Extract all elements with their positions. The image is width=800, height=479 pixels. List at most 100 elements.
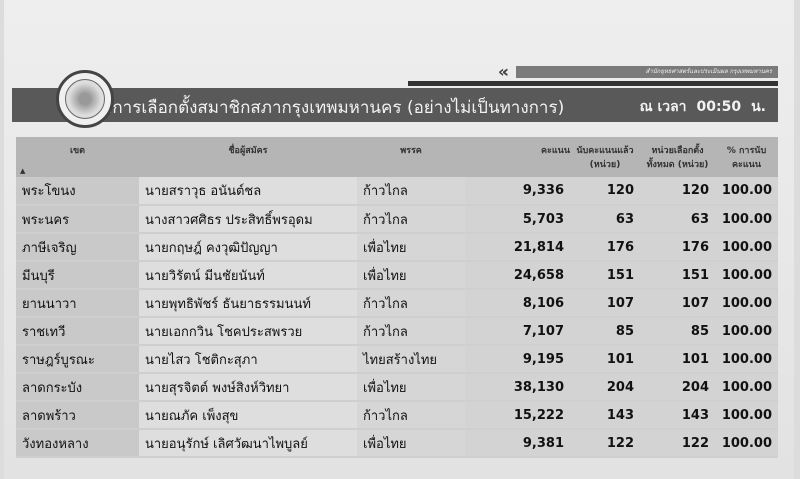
table-row: ลาดกระบัง นายสุรจิตต์ พงษ์สิงห์วิทยา เพื่อ… xyxy=(16,373,778,402)
time-display: ณ เวลา 00:50 น. xyxy=(630,96,766,118)
table-cell: 5,703 xyxy=(465,205,570,234)
table-cell: 107 xyxy=(570,289,640,318)
table-cell: ก้าวไกล xyxy=(357,177,465,206)
header-bar: ผลการเลือกตั้งสมาชิกสภากรุงเทพมหานคร (อย… xyxy=(12,88,778,122)
table-cell: ราชเทวี xyxy=(16,317,139,346)
time-value: 00:50 xyxy=(696,99,742,115)
table-cell: 151 xyxy=(570,261,640,290)
table-cell: พระโขนง xyxy=(16,177,139,206)
table-cell: ก้าวไกล xyxy=(357,289,465,318)
table-row: ราษฎร์บูรณะ นายไสว โชติกะสุภา ไทยสร้างไทย 9… xyxy=(16,345,778,374)
chevron-icon: «‹ xyxy=(498,62,509,81)
table-cell: 101 xyxy=(640,345,715,374)
table-cell: 101 xyxy=(570,345,640,374)
table-cell: 122 xyxy=(640,429,715,458)
table-cell: 9,195 xyxy=(465,345,570,374)
time-unit: น. xyxy=(751,99,766,115)
table-cell: วังทองหลาง xyxy=(16,429,139,458)
table-cell: 100.00 xyxy=(715,261,778,290)
table-cell: 8,106 xyxy=(465,289,570,318)
table-cell: 122 xyxy=(570,429,640,458)
table-cell: นายพุทธิพัชร์ ธันยาธรรมนนท์ xyxy=(139,289,357,318)
table-cell: 100.00 xyxy=(715,205,778,234)
table-cell: นายกฤษฎ์ คงวุฒิปัญญา xyxy=(139,233,357,262)
table-row: พระนคร นางสาวศศิธร ประสิทธิ์พรอุดม ก้าวไกล… xyxy=(16,205,778,234)
time-label: ณ เวลา xyxy=(639,99,687,115)
results-sheet: «‹ สำนักยุทธศาสตร์และประเมินผล กรุงเทพมห… xyxy=(4,0,794,479)
table-cell: 85 xyxy=(570,317,640,346)
table-cell: 143 xyxy=(570,401,640,430)
table-cell: 9,381 xyxy=(465,429,570,458)
table-cell: 107 xyxy=(640,289,715,318)
table-cell: 21,814 xyxy=(465,233,570,262)
table-cell: 204 xyxy=(570,373,640,402)
table-cell: 15,222 xyxy=(465,401,570,430)
table-cell: ภาษีเจริญ xyxy=(16,233,139,262)
page-title: ผลการเลือกตั้งสมาชิกสภากรุงเทพมหานคร (อย… xyxy=(92,98,565,118)
column-header[interactable]: หน่วยเลือกตั้งทั้งหมด (หน่วย) xyxy=(640,137,715,177)
divider xyxy=(408,81,778,86)
table-cell: 7,107 xyxy=(465,317,570,346)
table-cell: 143 xyxy=(640,401,715,430)
agency-label: สำนักยุทธศาสตร์และประเมินผล กรุงเทพมหานค… xyxy=(516,66,778,78)
table-row: ภาษีเจริญ นายกฤษฎ์ คงวุฒิปัญญา เพื่อไทย 21,… xyxy=(16,233,778,262)
table-cell: เพื่อไทย xyxy=(357,429,465,458)
table-cell: 9,336 xyxy=(465,177,570,206)
table-cell: 38,130 xyxy=(465,373,570,402)
table-cell: ก้าวไกล xyxy=(357,205,465,234)
table-cell: นายไสว โชติกะสุภา xyxy=(139,345,357,374)
table-cell: 176 xyxy=(640,233,715,262)
table-cell: นายอนุรักษ์ เลิศวัฒนาไพบูลย์ xyxy=(139,429,357,458)
table-cell: 120 xyxy=(570,177,640,206)
table-cell: ก้าวไกล xyxy=(357,317,465,346)
table-cell: นายสราวุธ อนันต์ชล xyxy=(139,177,357,206)
bangkok-logo xyxy=(56,70,114,128)
table-cell: 100.00 xyxy=(715,373,778,402)
table-cell: 100.00 xyxy=(715,317,778,346)
table-row: มีนบุรี นายวิรัตน์ มีนชัยนันท์ เพื่อไทย 24,… xyxy=(16,261,778,290)
table-cell: 100.00 xyxy=(715,289,778,318)
table-cell: ยานนาวา xyxy=(16,289,139,318)
column-header[interactable]: เขต ▲ xyxy=(16,137,139,177)
table-cell: 120 xyxy=(640,177,715,206)
table-cell: 100.00 xyxy=(715,429,778,458)
sort-icon[interactable]: ▲ xyxy=(20,167,26,175)
table-cell: นายเอกกวิน โชคประสพรวย xyxy=(139,317,357,346)
table-cell: นางสาวศศิธร ประสิทธิ์พรอุดม xyxy=(139,205,357,234)
table-cell: 100.00 xyxy=(715,401,778,430)
table-cell: ลาดพร้าว xyxy=(16,401,139,430)
table-cell: นายวิรัตน์ มีนชัยนันท์ xyxy=(139,261,357,290)
column-header[interactable]: พรรค xyxy=(357,137,465,177)
table-cell: นายสุรจิตต์ พงษ์สิงห์วิทยา xyxy=(139,373,357,402)
table-row: ลาดพร้าว นายณภัค เพ็งสุข ก้าวไกล 15,222 143 1… xyxy=(16,401,778,430)
table-row: ราชเทวี นายเอกกวิน โชคประสพรวย ก้าวไกล 7,10… xyxy=(16,317,778,346)
table-cell: ราษฎร์บูรณะ xyxy=(16,345,139,374)
table-row: วังทองหลาง นายอนุรักษ์ เลิศวัฒนาไพบูลย์ เพ… xyxy=(16,429,778,458)
table-cell: เพื่อไทย xyxy=(357,261,465,290)
table-row: พระโขนง นายสราวุธ อนันต์ชล ก้าวไกล 9,336 120… xyxy=(16,177,778,206)
table-row: ยานนาวา นายพุทธิพัชร์ ธันยาธรรมนนท์ ก้าวไก… xyxy=(16,289,778,318)
table-cell: มีนบุรี xyxy=(16,261,139,290)
results-table: เขต ▲ ชื่อผู้สมัคร พรรค คะแนน นับคะแนนแล้ว (ห… xyxy=(16,137,778,458)
table-cell: 24,658 xyxy=(465,261,570,290)
table-cell: 63 xyxy=(570,205,640,234)
table-cell: 100.00 xyxy=(715,177,778,206)
table-cell: ไทยสร้างไทย xyxy=(357,345,465,374)
table-cell: 151 xyxy=(640,261,715,290)
table-cell: ก้าวไกล xyxy=(357,401,465,430)
table-cell: 85 xyxy=(640,317,715,346)
table-cell: เพื่อไทย xyxy=(357,373,465,402)
table-cell: 100.00 xyxy=(715,345,778,374)
column-header[interactable]: คะแนน xyxy=(465,137,570,177)
table-cell: 176 xyxy=(570,233,640,262)
table-cell: 63 xyxy=(640,205,715,234)
table-cell: พระนคร xyxy=(16,205,139,234)
table-cell: ลาดกระบัง xyxy=(16,373,139,402)
table-cell: นายณภัค เพ็งสุข xyxy=(139,401,357,430)
column-header[interactable]: นับคะแนนแล้ว (หน่วย) xyxy=(570,137,640,177)
table-cell: เพื่อไทย xyxy=(357,233,465,262)
column-header[interactable]: ชื่อผู้สมัคร xyxy=(139,137,357,177)
table-cell: 204 xyxy=(640,373,715,402)
column-header[interactable]: % การนับคะแนน xyxy=(715,137,778,177)
table-cell: 100.00 xyxy=(715,233,778,262)
